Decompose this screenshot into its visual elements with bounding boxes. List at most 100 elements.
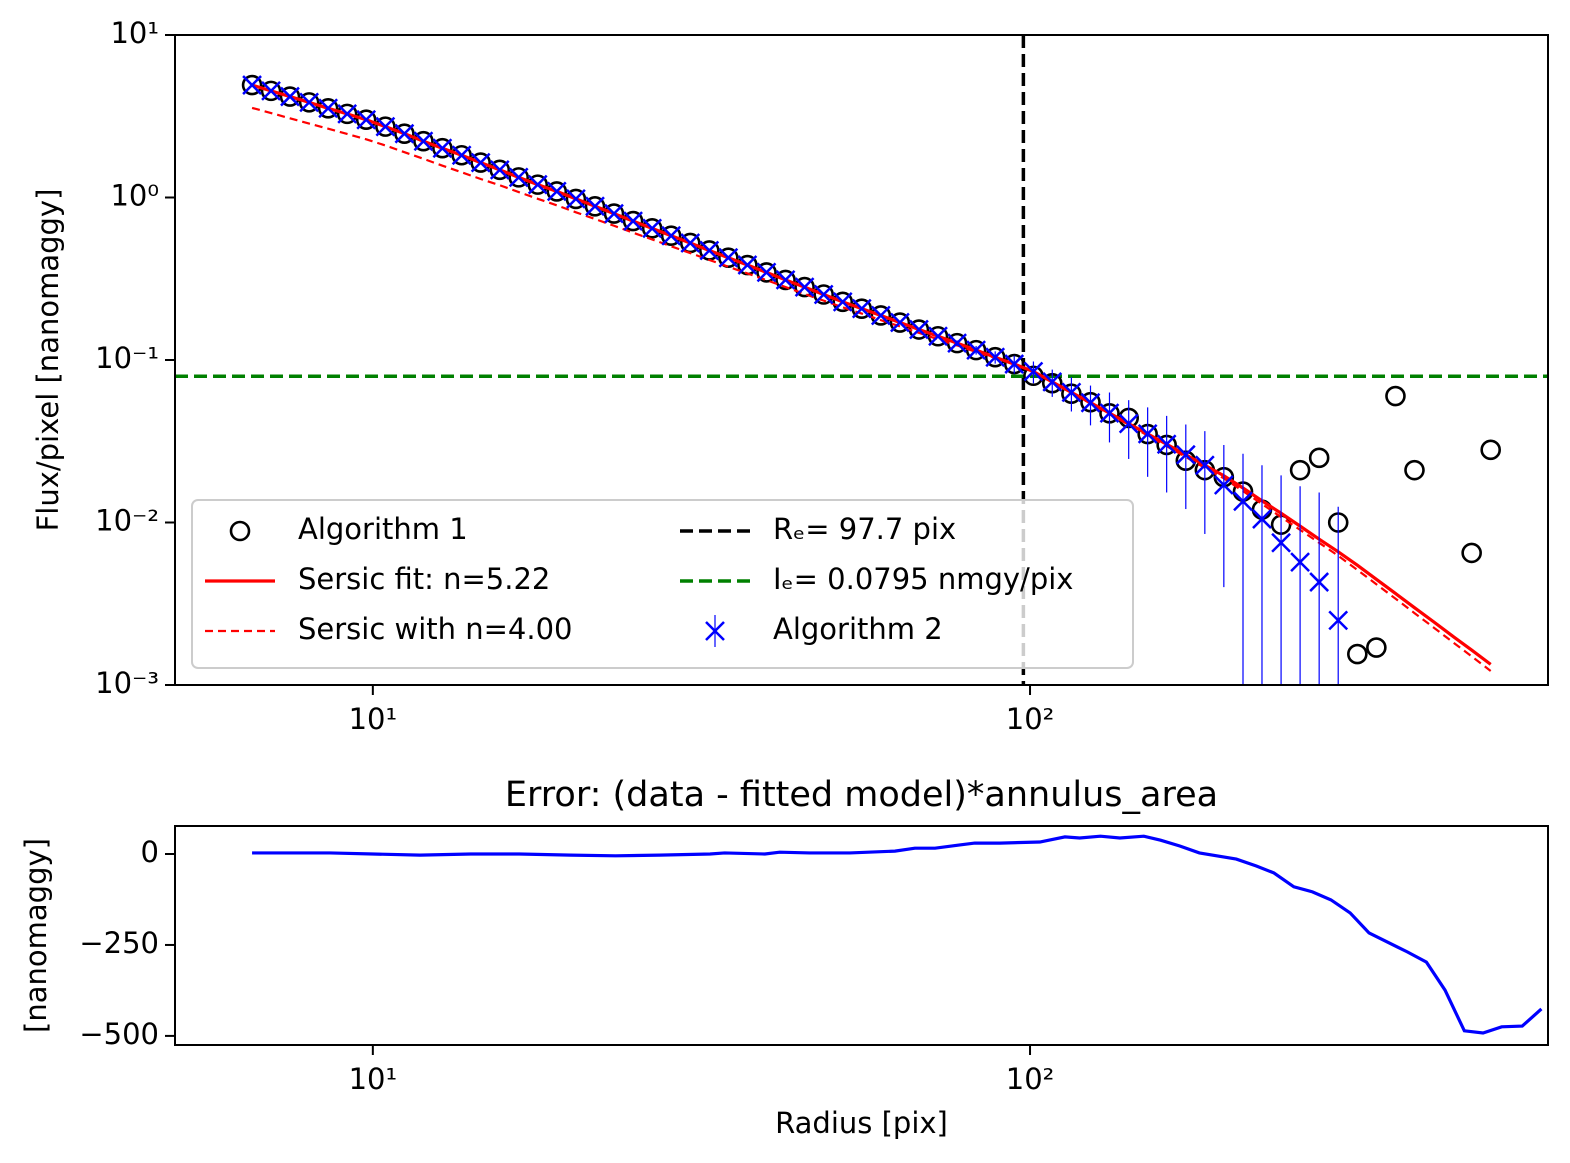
marker-x <box>413 131 434 152</box>
chart-title: Error: (data - fitted model)*annulus_are… <box>505 775 1218 815</box>
marker-x <box>585 196 605 217</box>
marker-x <box>661 225 682 246</box>
marker-x <box>299 92 320 113</box>
marker-x <box>851 298 872 319</box>
marker-circle <box>546 181 568 202</box>
marker-x <box>890 312 910 333</box>
marker-circle <box>794 276 815 298</box>
marker-x <box>1194 455 1215 476</box>
marker-x <box>985 347 1006 368</box>
marker-circle <box>889 312 911 333</box>
marker-x <box>261 81 281 101</box>
series-line <box>251 83 1492 666</box>
legend-swatch <box>229 520 251 542</box>
marker-x <box>642 218 663 239</box>
marker-x <box>1023 361 1044 382</box>
marker-x <box>705 621 725 641</box>
legend-box <box>191 499 1134 669</box>
marker-circle <box>1480 439 1501 461</box>
y-tick-label: 10⁰ <box>110 179 159 213</box>
y-tick-label: 10⁻¹ <box>95 341 159 375</box>
marker-x <box>1290 552 1310 573</box>
marker-circle <box>1404 459 1425 481</box>
marker-circle <box>317 97 339 119</box>
marker-x <box>1061 382 1082 403</box>
x-tick-label: 10¹ <box>349 1062 398 1096</box>
x-tick-label: 10¹ <box>349 702 398 736</box>
marker-circle <box>375 116 396 137</box>
marker-x <box>1271 532 1291 553</box>
y-tick-label: −250 <box>79 926 159 960</box>
axes-frame <box>174 34 1549 686</box>
marker-x <box>1099 403 1120 424</box>
marker-x <box>1309 572 1330 592</box>
marker-x <box>832 291 853 312</box>
marker-circle <box>432 137 453 159</box>
plot-area <box>252 834 1543 1035</box>
marker-x <box>1118 413 1139 434</box>
marker-x <box>870 305 891 326</box>
marker-circle <box>927 325 949 347</box>
axes-frame <box>174 825 1549 1046</box>
marker-x <box>375 116 396 137</box>
marker-x <box>508 167 529 188</box>
marker-circle <box>718 247 739 269</box>
y-tick-label: 10¹ <box>110 16 159 50</box>
marker-circle <box>603 203 625 224</box>
marker-circle <box>527 174 549 195</box>
legend-label: Rₑ= 97.7 pix <box>773 512 956 546</box>
marker-x <box>947 333 967 354</box>
marker-circle <box>660 225 682 247</box>
marker-x <box>432 138 453 159</box>
marker-x <box>318 98 339 119</box>
legend-label: Sersic fit: n=5.22 <box>298 562 550 596</box>
y-axis-label: Flux/pixel [nanomaggy] <box>31 189 65 532</box>
y-tick-label: −500 <box>79 1017 159 1051</box>
marker-circle <box>394 123 415 144</box>
marker-circle <box>984 346 1006 368</box>
y-axis-label: [nanomaggy] <box>19 838 53 1033</box>
marker-circle <box>336 103 358 125</box>
x-axis-label: Radius [pix] <box>775 1106 948 1140</box>
marker-x <box>1328 610 1349 631</box>
marker-x <box>546 181 567 202</box>
marker-x <box>928 326 948 347</box>
marker-circle <box>565 188 587 210</box>
marker-x <box>527 174 548 195</box>
marker-x <box>1175 444 1196 465</box>
marker-circle <box>832 291 854 313</box>
marker-circle <box>241 74 263 96</box>
marker-x <box>451 145 472 166</box>
marker-x <box>794 277 815 297</box>
y-tick-label: 10⁻² <box>95 504 159 538</box>
y-tick-label: 0 <box>141 835 159 869</box>
marker-circle <box>965 339 987 361</box>
marker-x <box>737 255 758 275</box>
marker-x <box>356 109 377 130</box>
legend-label: Algorithm 1 <box>298 512 468 546</box>
marker-x <box>337 104 358 124</box>
marker-circle <box>756 262 777 283</box>
plot-area <box>175 35 1548 685</box>
marker-x <box>699 240 720 261</box>
marker-x <box>394 123 415 144</box>
marker-x <box>280 86 300 107</box>
marker-x <box>623 211 643 231</box>
marker-circle <box>851 298 873 319</box>
marker-x <box>1080 392 1101 413</box>
marker-circle <box>413 130 434 152</box>
marker-circle <box>1385 385 1406 407</box>
marker-x <box>775 270 796 290</box>
marker-x <box>489 159 510 180</box>
x-tick-label: 10² <box>1006 1062 1055 1096</box>
marker-x <box>1004 354 1025 374</box>
legend-label: Sersic with n=4.00 <box>298 612 573 646</box>
marker-circle <box>584 195 606 217</box>
marker-x <box>1042 372 1063 392</box>
marker-x <box>470 152 491 173</box>
marker-circle <box>622 210 644 232</box>
marker-circle <box>508 167 529 188</box>
marker-x <box>718 247 739 268</box>
